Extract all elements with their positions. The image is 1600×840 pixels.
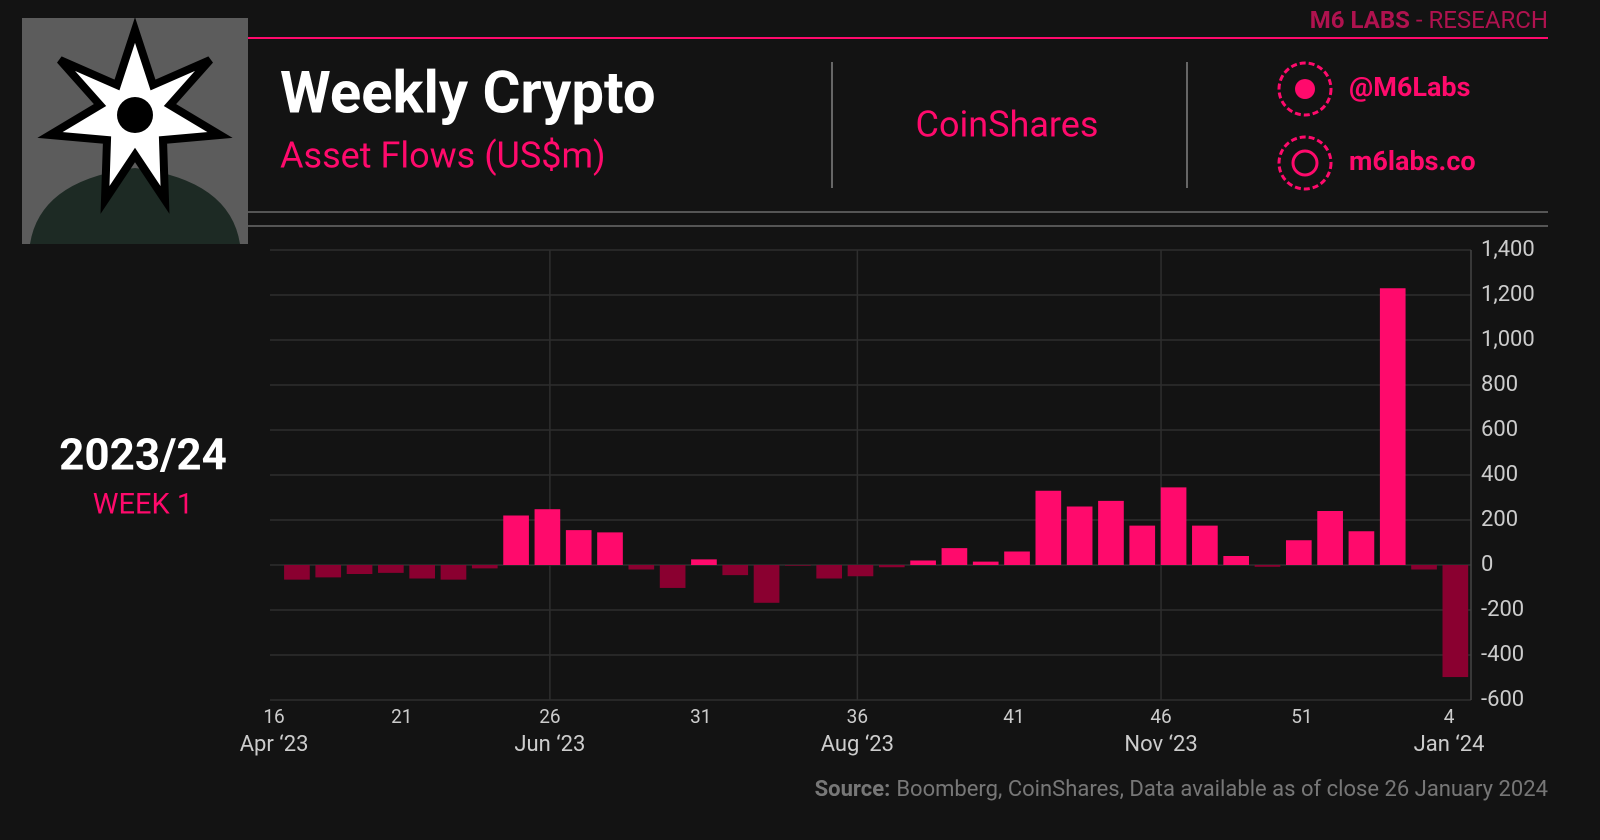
avatar-body: [30, 168, 240, 244]
x-tick-label: 26: [539, 705, 560, 728]
web-icon: [1291, 149, 1319, 177]
twitter-icon: [1295, 79, 1315, 99]
bar: [941, 548, 968, 565]
x-tick-label: 16: [263, 705, 284, 728]
y-tick-label: 0: [1481, 552, 1493, 577]
bar: [1066, 506, 1093, 565]
y-tick-label: 1,400: [1481, 237, 1535, 262]
y-tick-label: 200: [1481, 507, 1518, 532]
title: Weekly Crypto: [280, 59, 656, 127]
bar: [1442, 565, 1469, 678]
x-tick-label: 31: [690, 705, 711, 728]
y-tick-label: 1,200: [1481, 282, 1535, 307]
partner-logo: CoinShares: [916, 104, 1099, 146]
bar: [1348, 531, 1375, 565]
bar: [1285, 540, 1312, 565]
bar: [1035, 490, 1062, 565]
x-tick-label: 4: [1444, 705, 1455, 728]
bar: [722, 565, 749, 576]
brand-line: M6 LABS - RESEARCH: [1310, 6, 1548, 34]
x-month-label: Jun ‘23: [514, 732, 585, 757]
bar: [878, 565, 905, 568]
avatar-logo: [37, 17, 233, 214]
bar: [628, 565, 655, 570]
bar: [816, 565, 843, 579]
x-tick-label: 21: [391, 705, 412, 728]
bar: [378, 565, 404, 573]
bar: [1254, 565, 1281, 567]
bar: [440, 565, 467, 580]
bar: [1160, 487, 1187, 565]
website: m6labs.co: [1349, 145, 1476, 177]
bar: [1004, 551, 1030, 565]
bar: [691, 559, 717, 565]
bar: [1411, 565, 1437, 570]
bar: [534, 509, 561, 565]
header: M6 LABS - RESEARCH Weekly Crypto Asset Fl…: [22, 6, 1548, 244]
bar: [1129, 525, 1156, 565]
bar: [346, 565, 373, 574]
bar: [847, 565, 874, 577]
x-tick-label: 41: [1003, 705, 1024, 728]
bar: [753, 565, 780, 603]
week: WEEK 1: [93, 488, 193, 522]
bar: [503, 515, 529, 565]
bar: [1223, 556, 1250, 565]
brand: M6 LABS: [1310, 6, 1410, 34]
bar: [659, 565, 686, 588]
twitter-handle: @M6Labs: [1349, 71, 1470, 103]
bar: [785, 565, 811, 566]
bar: [1098, 500, 1124, 565]
bar: [284, 565, 310, 580]
brand-section: - RESEARCH: [1416, 6, 1548, 34]
bar: [1192, 525, 1218, 565]
x-tick-label: 36: [847, 705, 868, 728]
subtitle: Asset Flows (US$m): [280, 135, 606, 177]
y-tick-label: -600: [1481, 687, 1524, 712]
source-label: Source:: [815, 777, 891, 802]
bar: [1379, 288, 1406, 565]
bar: [972, 561, 999, 565]
bar: [1317, 511, 1343, 565]
x-month-label: Nov ‘23: [1124, 732, 1197, 757]
bar: [910, 560, 936, 565]
source-text: Boomberg, CoinShares, Data available as …: [896, 777, 1548, 802]
y-tick-label: -200: [1481, 597, 1524, 622]
bar: [315, 565, 342, 578]
twitter-icon: [1277, 61, 1333, 117]
x-month-label: Apr ‘23: [240, 732, 309, 757]
x-month-label: Jan ‘24: [1414, 732, 1485, 757]
x-tick-label: 46: [1150, 705, 1171, 728]
plot: -600 -400 -200 0 200 400 600 800 1,000 1,200 1,400…: [240, 237, 1535, 757]
x-month-label: Aug ‘23: [821, 732, 894, 757]
y-tick-label: 600: [1481, 417, 1518, 442]
bar: [565, 530, 592, 565]
season: 2023/24: [59, 429, 227, 481]
y-tick-label: -400: [1481, 642, 1524, 667]
bar: [597, 532, 623, 565]
web-icon: [1277, 135, 1333, 191]
y-tick-label: 800: [1481, 372, 1518, 397]
bar: [409, 565, 435, 579]
y-tick-label: 1,000: [1481, 327, 1535, 352]
x-tick-label: 51: [1291, 705, 1312, 728]
y-tick-label: 400: [1481, 462, 1518, 487]
bar: [471, 565, 498, 569]
source: Source: Boomberg, CoinShares, Data availa…: [815, 777, 1548, 802]
